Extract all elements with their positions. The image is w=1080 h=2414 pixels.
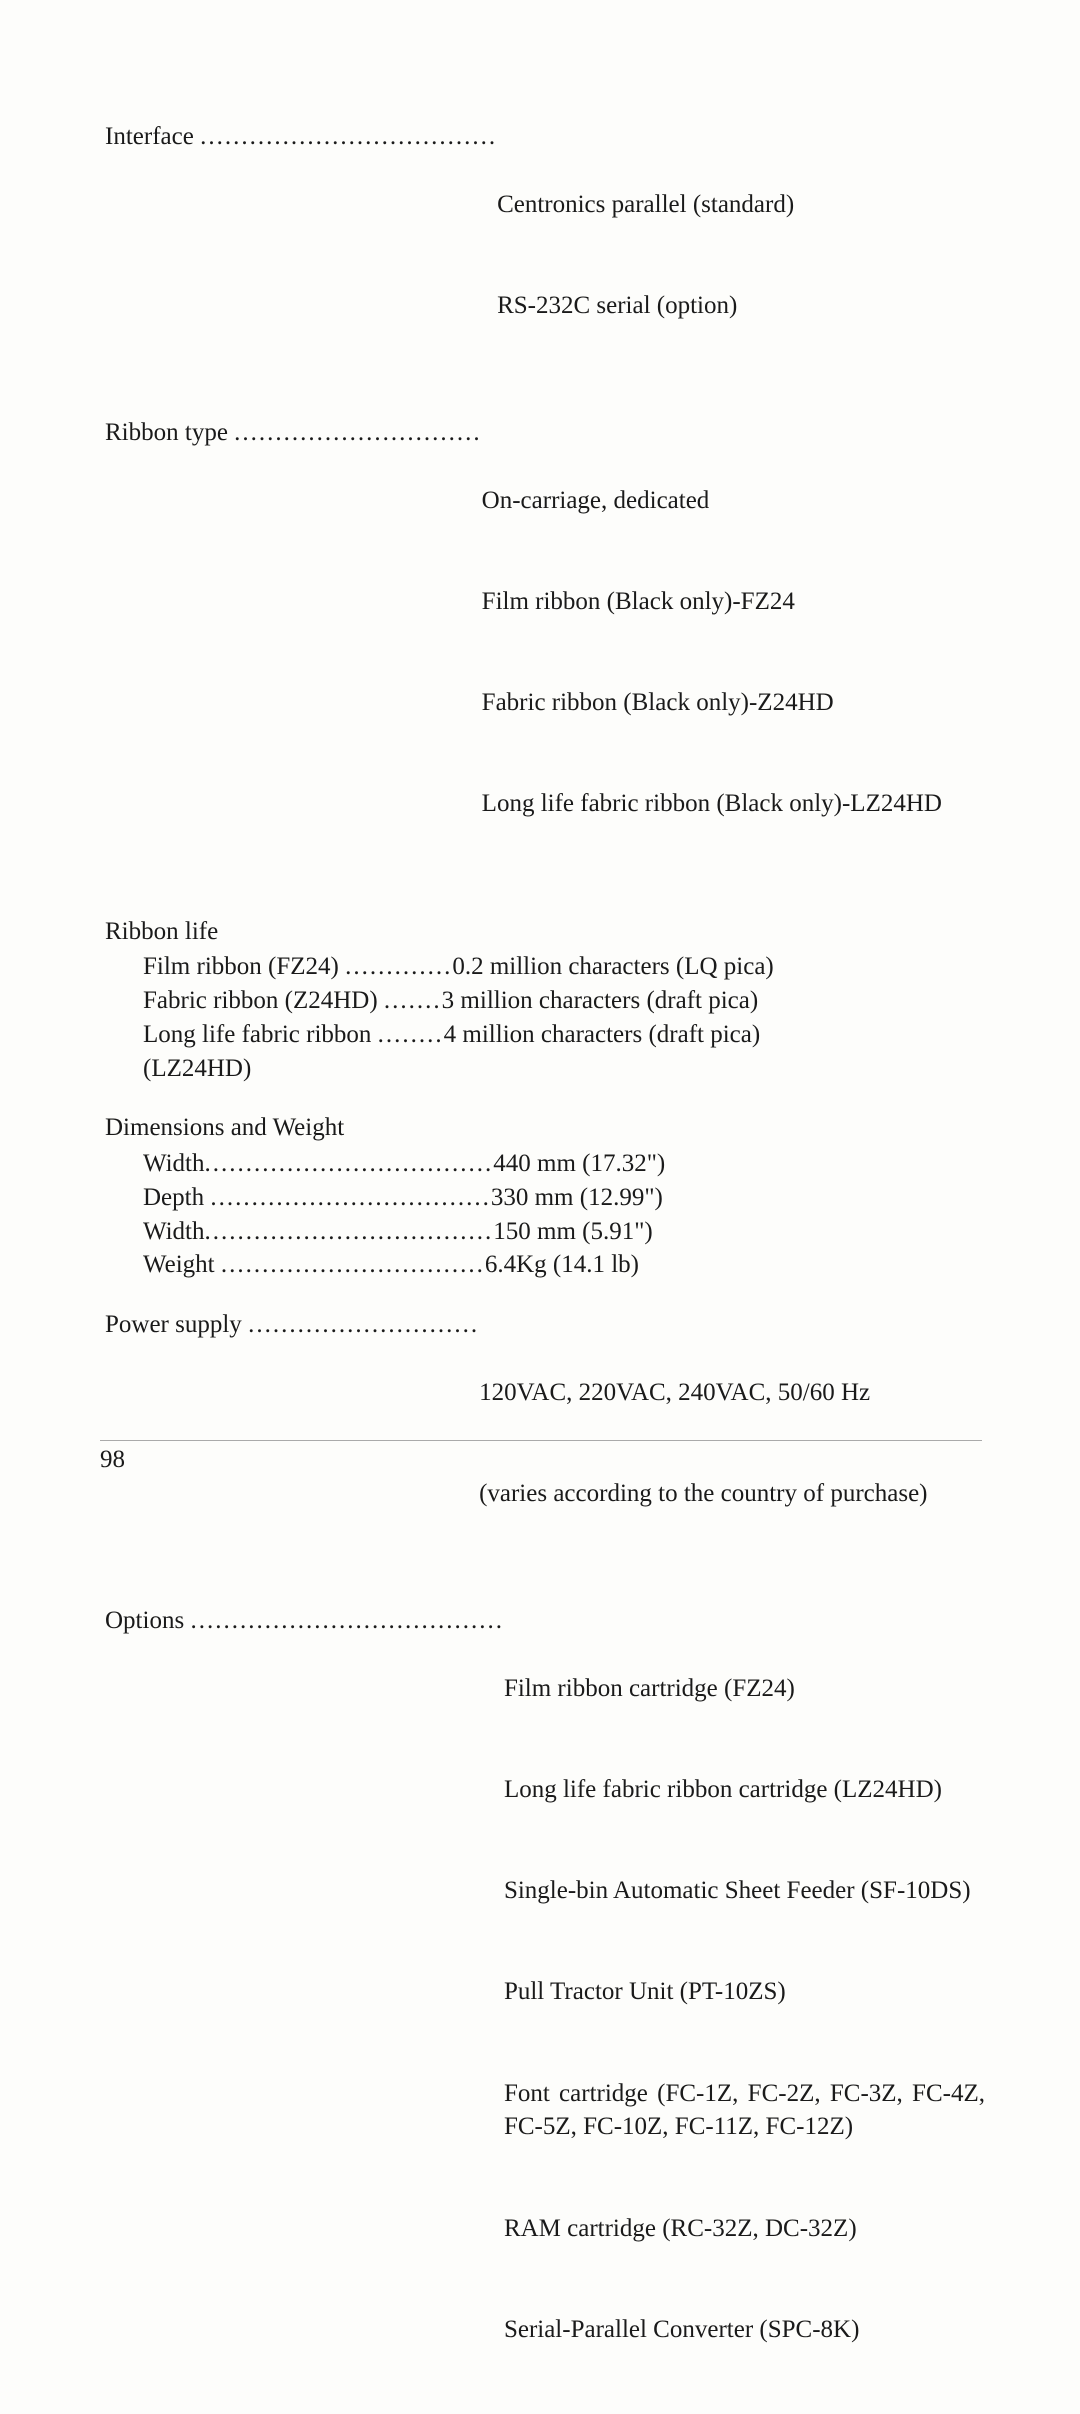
dots: ............. bbox=[345, 950, 452, 984]
ribbon-type-value-3: Long life fabric ribbon (Black only)-LZ2… bbox=[482, 787, 985, 821]
ribbon-life-label-0: Film ribbon (FZ24) bbox=[143, 950, 345, 984]
dots: ................................ bbox=[221, 1248, 485, 1282]
dots: ............................ bbox=[248, 1308, 479, 1342]
dimensions-title: Dimensions and Weight bbox=[105, 1111, 985, 1145]
ribbon-life-value-2: 4 million characters (draft pica) bbox=[444, 1018, 985, 1052]
dots: .................................... bbox=[200, 120, 497, 154]
power-value-1: (varies according to the country of purc… bbox=[479, 1477, 985, 1511]
dots: ................................... bbox=[205, 1215, 494, 1249]
ribbon-type-value-0: On-carriage, dedicated bbox=[482, 484, 985, 518]
spec-ribbon-type: Ribbon type ............................… bbox=[105, 416, 985, 889]
dim-value-1: 330 mm (12.99") bbox=[491, 1181, 663, 1215]
ribbon-life-value-0: 0.2 million characters (LQ pica) bbox=[452, 950, 985, 984]
dots: ........ bbox=[378, 1018, 444, 1052]
ribbon-life-title: Ribbon life bbox=[105, 915, 985, 949]
spec-interface: Interface ..............................… bbox=[105, 120, 985, 390]
options-value-1: Long life fabric ribbon cartridge (LZ24H… bbox=[504, 1773, 985, 1807]
ribbon-type-label: Ribbon type bbox=[105, 416, 234, 450]
dim-value-2: 150 mm (5.91") bbox=[493, 1215, 653, 1249]
ribbon-type-value-2: Fabric ribbon (Black only)-Z24HD bbox=[482, 686, 985, 720]
options-value-2: Single-bin Automatic Sheet Feeder (SF-10… bbox=[504, 1874, 985, 1908]
dim-label-2: Width bbox=[143, 1215, 205, 1249]
spec-power-supply: Power supply ...........................… bbox=[105, 1308, 985, 1578]
dim-label-0: Width bbox=[143, 1147, 205, 1181]
ribbon-life-label-1: Fabric ribbon (Z24HD) bbox=[143, 984, 384, 1018]
options-value-3: Pull Tractor Unit (PT-10ZS) bbox=[504, 1975, 985, 2009]
options-value-4: Font cartridge (FC-1Z, FC-2Z, FC-3Z, FC-… bbox=[504, 2077, 985, 2145]
spec-options: Options ................................… bbox=[105, 1604, 985, 2414]
options-value-5: RAM cartridge (RC-32Z, DC-32Z) bbox=[504, 2212, 985, 2246]
spec-dimensions: Dimensions and Weight Width ............… bbox=[105, 1111, 985, 1282]
spec-ribbon-life: Ribbon life Film ribbon (FZ24) .........… bbox=[105, 915, 985, 1086]
dots: ...................................... bbox=[190, 1604, 504, 1638]
dots: .............................. bbox=[234, 416, 482, 450]
dots: ....... bbox=[384, 984, 442, 1018]
options-value-6: Serial-Parallel Converter (SPC-8K) bbox=[504, 2313, 985, 2347]
footer-divider bbox=[100, 1440, 982, 1441]
ribbon-life-label-3: (LZ24HD) bbox=[143, 1052, 251, 1086]
options-value-0: Film ribbon cartridge (FZ24) bbox=[504, 1672, 985, 1706]
power-value-0: 120VAC, 220VAC, 240VAC, 50/60 Hz bbox=[479, 1376, 985, 1410]
dim-label-1: Depth bbox=[143, 1181, 210, 1215]
dim-label-3: Weight bbox=[143, 1248, 221, 1282]
interface-value-1: RS-232C serial (option) bbox=[497, 289, 985, 323]
dim-value-0: 440 mm (17.32") bbox=[493, 1147, 665, 1181]
options-label: Options bbox=[105, 1604, 190, 1638]
power-label: Power supply bbox=[105, 1308, 248, 1342]
ribbon-life-label-2: Long life fabric ribbon bbox=[143, 1018, 378, 1052]
ribbon-type-value-1: Film ribbon (Black only)-FZ24 bbox=[482, 585, 985, 619]
interface-value-0: Centronics parallel (standard) bbox=[497, 188, 985, 222]
interface-label: Interface bbox=[105, 120, 200, 154]
ribbon-life-value-1: 3 million characters (draft pica) bbox=[442, 984, 985, 1018]
page-number: 98 bbox=[100, 1443, 125, 1477]
dots: .................................. bbox=[210, 1181, 491, 1215]
dim-value-3: 6.4Kg (14.1 lb) bbox=[485, 1248, 639, 1282]
dots: ................................... bbox=[205, 1147, 494, 1181]
